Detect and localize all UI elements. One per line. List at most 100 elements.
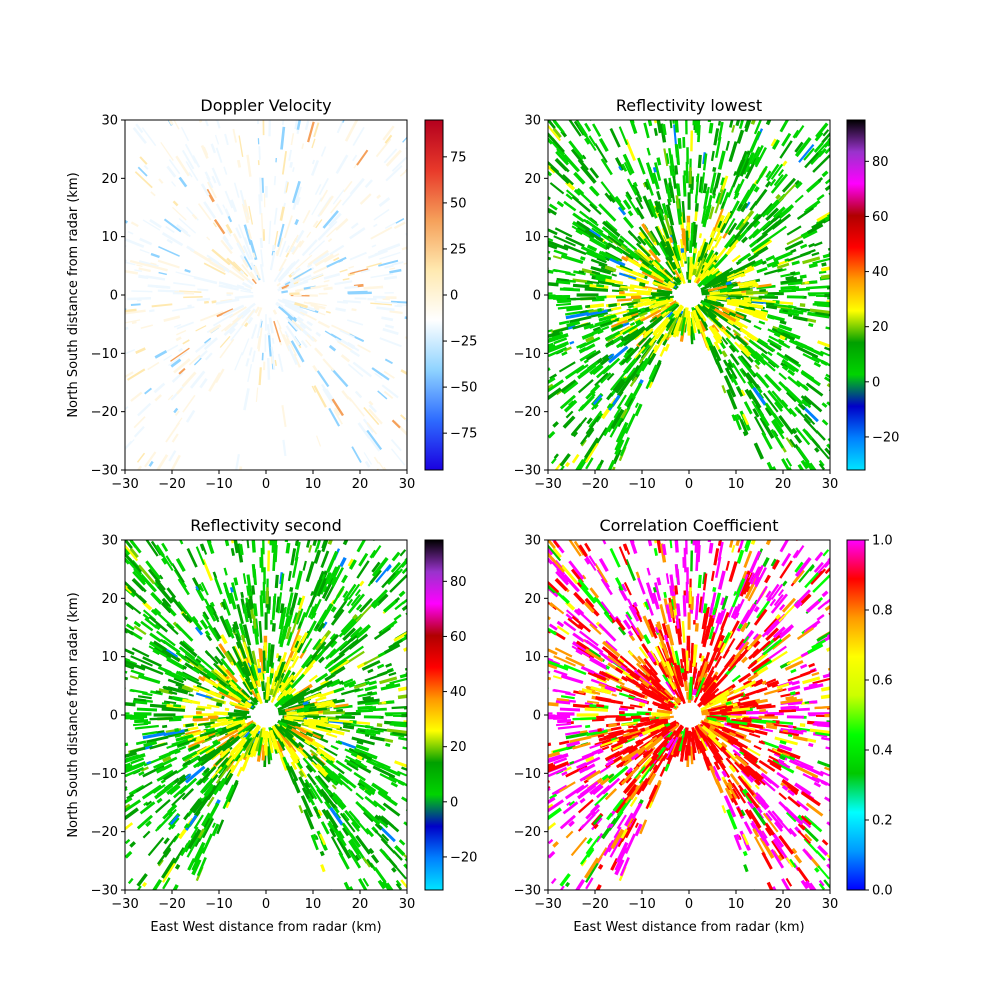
y-tick-label: −30 [91, 464, 118, 479]
panel-correlation-coefficient: −30−30 −20 −20 −10 −10 0 0 10 10 20 20 30 30 Correlat… [514, 516, 893, 935]
x-tick-label: 20 [775, 477, 792, 492]
chart-title: Reflectivity second [190, 516, 341, 535]
panel-reflectivity-second: −30−30 −20 −20 −10 −10 0 0 10 10 20 20 30 30 Reflecti… [66, 516, 477, 935]
radar-center-hole [258, 284, 274, 306]
x-axis-label: East West distance from radar (km) [573, 920, 804, 935]
colorbar-tick-label: −50 [450, 381, 477, 396]
x-tick-label: 0 [685, 477, 693, 492]
radar-center-hole [258, 704, 274, 726]
colorbar-tick-label: 0.8 [872, 604, 893, 619]
y-tick-label: −10 [514, 767, 541, 782]
x-tick-label: −10 [205, 897, 232, 912]
colorbar-tick-label: 75 [450, 150, 467, 165]
colorbar-tick-label: 0.4 [872, 744, 893, 759]
y-tick-label: 20 [524, 172, 541, 187]
colorbar [846, 119, 866, 471]
colorbar-tick-label: −20 [872, 430, 899, 445]
radar-field [548, 540, 830, 890]
x-tick-label: −30 [111, 897, 138, 912]
y-tick-label: −20 [514, 405, 541, 420]
radar-center-hole [681, 284, 697, 306]
colorbar-tick-label: 40 [450, 685, 467, 700]
colorbar-tick-label: 80 [872, 155, 889, 170]
y-tick-label: 10 [101, 650, 118, 665]
colorbar-tick-label: 50 [450, 196, 467, 211]
radar-field [548, 120, 830, 470]
x-tick-label: 20 [775, 897, 792, 912]
colorbar-tick-label: −25 [450, 335, 477, 350]
x-tick-label: −10 [628, 897, 655, 912]
y-tick-label: 0 [110, 709, 118, 724]
x-tick-label: −10 [205, 477, 232, 492]
x-tick-label: 30 [822, 897, 839, 912]
y-tick-label: −30 [91, 884, 118, 899]
y-tick-label: −20 [91, 825, 118, 840]
y-tick-label: 20 [524, 592, 541, 607]
colorbar-tick-label: 0 [450, 289, 458, 304]
colorbar [424, 119, 444, 471]
x-tick-label: 0 [262, 897, 270, 912]
x-tick-label: 30 [399, 897, 416, 912]
x-tick-label: 30 [822, 477, 839, 492]
colorbar-tick-label: 20 [450, 740, 467, 755]
y-tick-label: 20 [101, 592, 118, 607]
x-tick-label: −20 [158, 897, 185, 912]
y-tick-label: 10 [524, 230, 541, 245]
colorbar [846, 539, 866, 891]
chart-title: Reflectivity lowest [616, 96, 762, 115]
y-tick-label: 30 [524, 114, 541, 129]
colorbar-tick-label: −75 [450, 427, 477, 442]
y-tick-label: 30 [524, 534, 541, 549]
colorbar-tick-label: 40 [872, 265, 889, 280]
y-tick-label: −20 [91, 405, 118, 420]
y-tick-label: −30 [514, 464, 541, 479]
x-tick-label: −30 [534, 477, 561, 492]
x-tick-label: 10 [728, 897, 745, 912]
colorbar-tick-label: 0.0 [872, 884, 893, 899]
colorbar-tick-label: 60 [872, 210, 889, 225]
x-tick-label: 10 [728, 477, 745, 492]
y-tick-label: −10 [514, 347, 541, 362]
x-tick-label: 10 [305, 477, 322, 492]
x-tick-label: 20 [352, 477, 369, 492]
y-tick-label: −20 [514, 825, 541, 840]
y-tick-label: 0 [533, 289, 541, 304]
colorbar-tick-label: 0.2 [872, 814, 893, 829]
y-tick-label: 30 [101, 534, 118, 549]
colorbar-tick-label: 0 [450, 795, 458, 810]
y-axis-label: North South distance from radar (km) [66, 592, 81, 837]
colorbar-tick-label: 80 [450, 575, 467, 590]
colorbar-tick-label: 1.0 [872, 534, 893, 549]
y-tick-label: 10 [101, 230, 118, 245]
colorbar-tick-label: 60 [450, 630, 467, 645]
y-tick-label: −10 [91, 767, 118, 782]
y-tick-label: 20 [101, 172, 118, 187]
x-tick-label: −30 [534, 897, 561, 912]
colorbar-tick-label: 25 [450, 242, 467, 257]
colorbar-tick-label: 0.6 [872, 674, 893, 689]
x-tick-label: 0 [685, 897, 693, 912]
x-tick-label: −20 [581, 477, 608, 492]
chart-title: Correlation Coefficient [599, 516, 778, 535]
colorbar-tick-label: −20 [450, 850, 477, 865]
y-tick-label: 10 [524, 650, 541, 665]
x-tick-label: 10 [305, 897, 322, 912]
x-tick-label: 20 [352, 897, 369, 912]
colorbar-tick-label: 0 [872, 375, 880, 390]
x-tick-label: 30 [399, 477, 416, 492]
x-tick-label: −20 [581, 897, 608, 912]
panel-doppler-velocity: −30−30 −20 −20 −10 −10 0 0 10 10 20 20 30 30 Doppler … [66, 96, 477, 492]
radar-field [125, 540, 407, 890]
y-tick-label: 0 [533, 709, 541, 724]
y-tick-label: 30 [101, 114, 118, 129]
y-tick-label: −10 [91, 347, 118, 362]
colorbar-tick-label: 20 [872, 320, 889, 335]
y-axis-label: North South distance from radar (km) [66, 172, 81, 417]
radar-field [125, 120, 407, 470]
y-tick-label: 0 [110, 289, 118, 304]
y-tick-label: −30 [514, 884, 541, 899]
x-tick-label: −10 [628, 477, 655, 492]
panel-reflectivity-lowest: −30−30 −20 −20 −10 −10 0 0 10 10 20 20 30 30 Reflecti… [514, 96, 900, 492]
x-tick-label: −20 [158, 477, 185, 492]
